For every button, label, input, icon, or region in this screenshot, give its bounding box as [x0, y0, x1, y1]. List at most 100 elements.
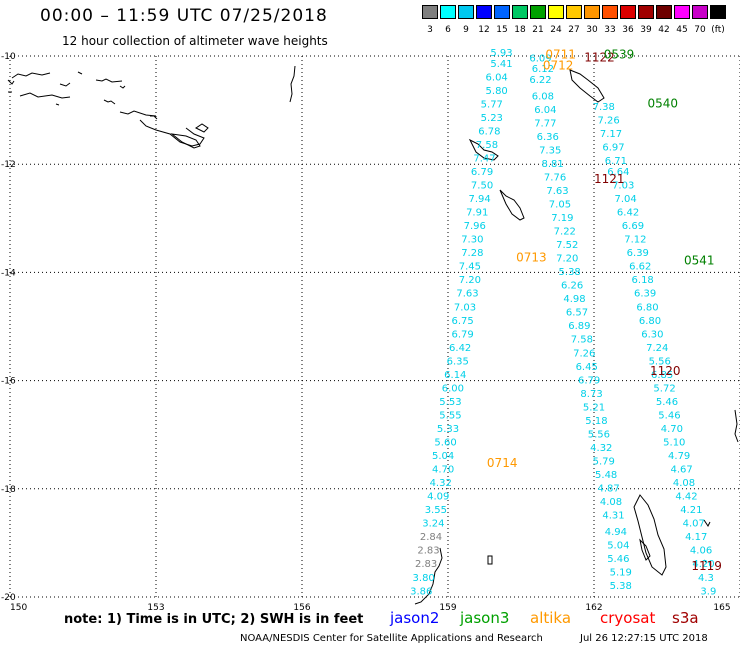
legend-swatch [566, 5, 582, 19]
legend-label: 42 [658, 25, 670, 35]
wave-height-value: 7.22 [554, 227, 576, 238]
wave-height-value: 5.53 [439, 397, 461, 408]
wave-height-value: 8.81 [542, 159, 564, 170]
wave-height-value: 6.69 [622, 221, 644, 232]
wave-height-value: 7.76 [544, 172, 566, 183]
orbit-label: 0540 [648, 96, 679, 110]
wave-height-value: 5.23 [481, 113, 503, 124]
lat-label: -12 [1, 160, 16, 170]
wave-height-value: 5.18 [585, 416, 607, 427]
wave-height-value: 6.39 [634, 289, 656, 300]
legend-swatch [638, 5, 654, 19]
wave-height-value: 4.87 [597, 484, 619, 495]
wave-height-value: 6.42 [617, 208, 639, 219]
wave-height-value: 5.46 [607, 554, 629, 565]
wave-height-value: 5.55 [439, 410, 461, 421]
wave-height-value: 5.38 [610, 581, 632, 592]
wave-height-value: 6.89 [568, 321, 590, 332]
wave-height-value: 5.93 [490, 48, 512, 59]
lat-label: -20 [1, 593, 16, 603]
wave-height-value: 7.91 [466, 208, 488, 219]
wave-height-value: 4.17 [685, 532, 707, 543]
wave-height-value: 7.19 [551, 213, 573, 224]
orbit-label: 1121 [594, 172, 625, 186]
legend-swatch [476, 5, 492, 19]
wave-height-value: 4.94 [605, 527, 627, 538]
wave-height-value: 7.26 [573, 348, 595, 359]
wave-height-value: 4.70 [661, 424, 683, 435]
legend-swatch [620, 5, 636, 19]
wave-height-value: 7.26 [597, 116, 619, 127]
generated-time: Jul 26 12:27:15 UTC 2018 [580, 633, 708, 644]
legend-label: 3 [427, 25, 433, 35]
wave-height-value: 6.79 [451, 329, 473, 340]
lon-label: 150 [10, 603, 27, 613]
legend-swatch [548, 5, 564, 19]
orbit-label: 1122 [584, 50, 615, 64]
lon-label: 162 [585, 603, 602, 613]
wave-height-value: 5.56 [588, 429, 610, 440]
satellite-cryosat: cryosat [600, 609, 656, 627]
wave-height-value: 6.85 [651, 370, 673, 381]
wave-height-value: 6.71 [605, 156, 627, 167]
wave-height-value: 6.26 [561, 281, 583, 292]
wave-height-value: 6.79 [578, 375, 600, 386]
wave-height-value: 4.32 [590, 443, 612, 454]
wave-height-value: 4.3 [698, 573, 714, 584]
orbit-label: 0711 [545, 48, 576, 62]
orbit-label: 0539 [604, 48, 635, 62]
legend-label: 27 [568, 25, 580, 35]
note-text: note: 1) Time is in UTC; 2) SWH is in fe… [64, 612, 364, 627]
wave-height-value: 7.35 [539, 145, 561, 156]
wave-height-value: 6.08 [532, 91, 554, 102]
wave-height-value: 7.77 [534, 118, 556, 129]
wave-height-value: 5.33 [437, 424, 459, 435]
legend-swatch [656, 5, 672, 19]
wave-height-value: 7.94 [469, 194, 491, 205]
wave-height-value: 5.19 [610, 567, 632, 578]
legend-swatch [692, 5, 708, 19]
wave-height-value: 7.63 [456, 289, 478, 300]
wave-height-value: 6.22 [529, 75, 551, 86]
wave-height-value: 4.21 [680, 505, 702, 516]
legend-label: 9 [463, 25, 469, 35]
wave-height-value: 5.41 [490, 59, 512, 70]
wave-height-value: 5.10 [663, 438, 685, 449]
wave-height-value: 7.30 [461, 235, 483, 246]
wave-height-value: 6.00 [442, 383, 464, 394]
wave-height-value: 2.84 [420, 532, 442, 543]
wave-height-value: 5.04 [432, 451, 454, 462]
legend-label: 39 [640, 25, 652, 35]
wave-height-value: 4.67 [670, 465, 692, 476]
legend-label: 15 [496, 25, 508, 35]
wave-height-value: 4.07 [683, 519, 705, 530]
wave-height-value: 5.46 [656, 397, 678, 408]
wave-height-value: 6.80 [639, 316, 661, 327]
wave-height-value: 5.60 [434, 438, 456, 449]
legend-swatch [710, 5, 726, 19]
legend-swatch [458, 5, 474, 19]
wave-height-value: 6.39 [627, 248, 649, 259]
wave-height-value: 4.20 [692, 559, 714, 570]
wave-height-value: 6.12 [532, 64, 554, 75]
legend-label: 18 [514, 25, 526, 35]
lon-label: 165 [713, 603, 730, 613]
wave-height-value: 4.31 [602, 511, 624, 522]
satellite-jason3: jason3 [460, 609, 510, 627]
legend-label: 21 [532, 25, 544, 35]
wave-height-value: 5.56 [649, 356, 671, 367]
wave-height-value: 4.09 [427, 492, 449, 503]
lat-label: -10 [1, 52, 16, 62]
wave-height-value: 4.06 [690, 546, 712, 557]
wave-height-value: 7.58 [571, 335, 593, 346]
wave-height-value: 2.83 [417, 546, 439, 557]
legend-swatch [440, 5, 456, 19]
legend-label: 12 [478, 25, 490, 35]
wave-height-value: 7.20 [556, 254, 578, 265]
map-title: 00:00 – 11:59 UTC 07/25/2018 [40, 6, 328, 26]
wave-height-value: 7.03 [612, 181, 634, 192]
legend-label: 30 [586, 25, 598, 35]
wave-height-value: 6.97 [602, 143, 624, 154]
